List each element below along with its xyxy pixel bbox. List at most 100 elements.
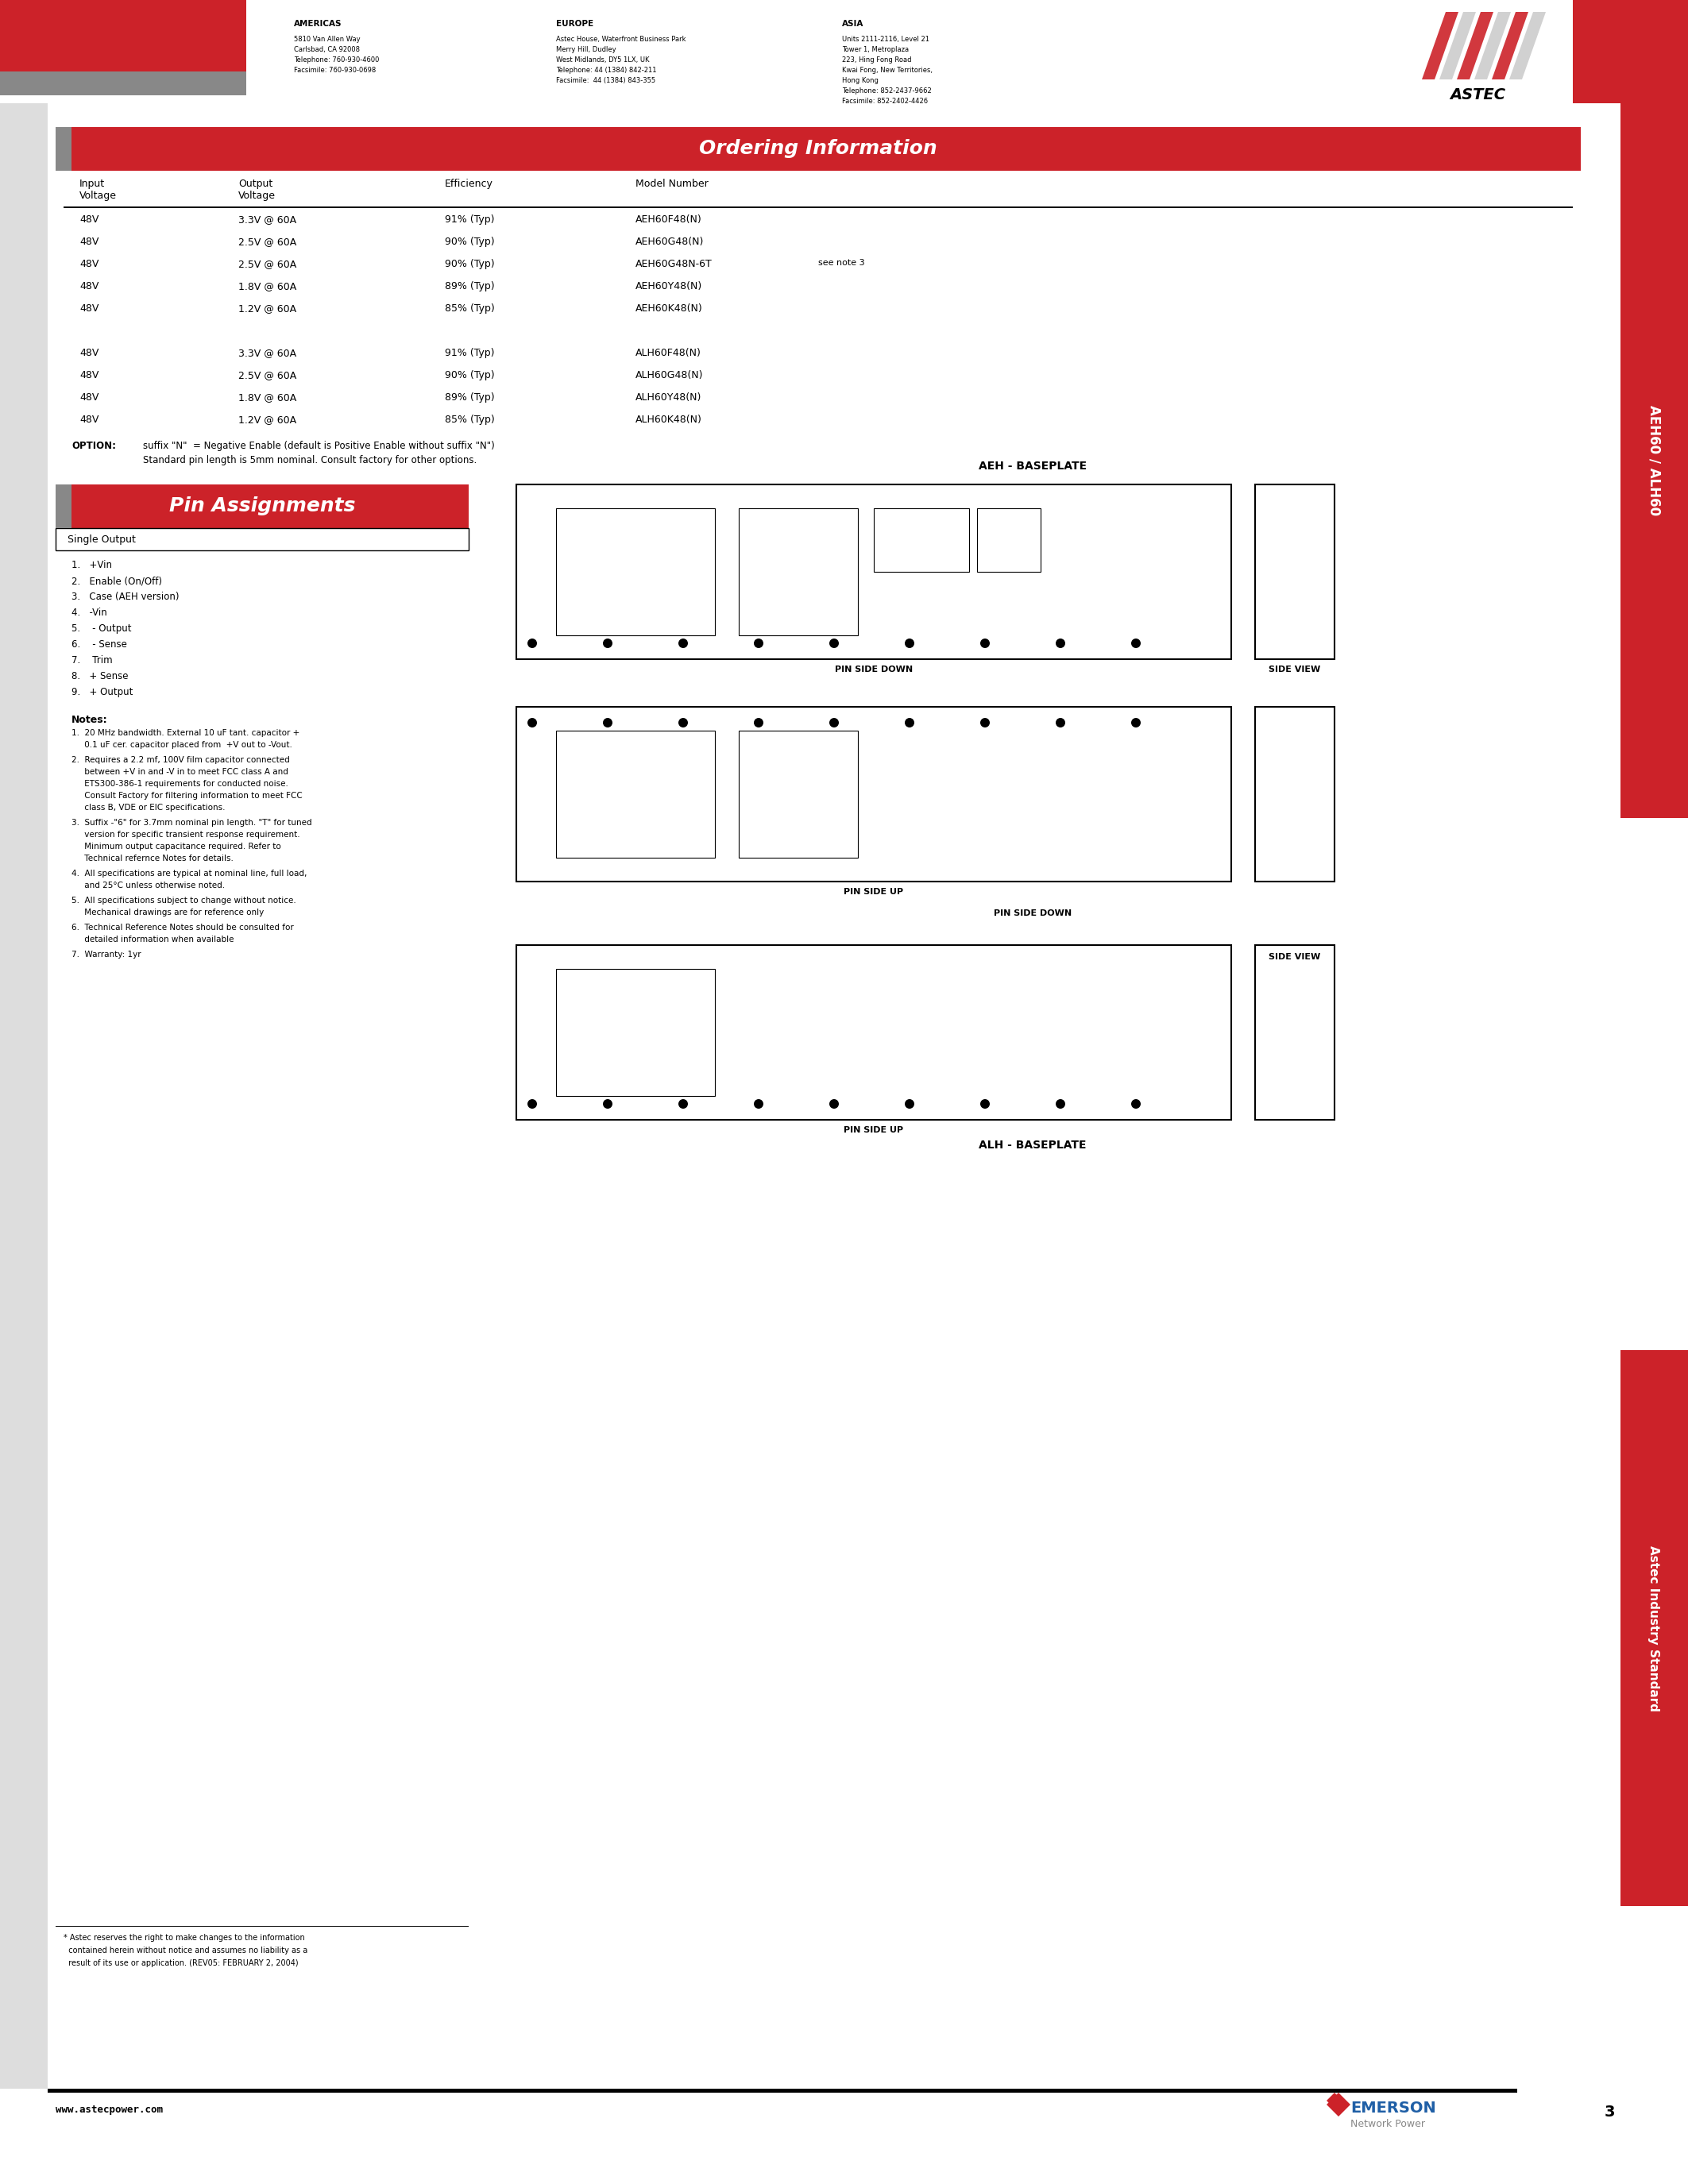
Bar bbox=[56, 127, 1580, 170]
Text: AEH60F48(N): AEH60F48(N) bbox=[635, 214, 702, 225]
Text: Network Power: Network Power bbox=[1350, 2118, 1425, 2129]
Text: Input
Voltage: Input Voltage bbox=[79, 179, 116, 201]
Text: Facsimile: 760-930-0698: Facsimile: 760-930-0698 bbox=[294, 68, 376, 74]
Bar bbox=[555, 509, 716, 636]
Text: 6.    - Sense: 6. - Sense bbox=[71, 640, 127, 649]
Bar bbox=[47, 2088, 1518, 2092]
Text: PIN SIDE UP: PIN SIDE UP bbox=[844, 1127, 903, 1133]
Text: 6.  Technical Reference Notes should be consulted for: 6. Technical Reference Notes should be c… bbox=[71, 924, 294, 933]
Circle shape bbox=[1055, 1099, 1065, 1109]
Text: Merry Hill, Dudley: Merry Hill, Dudley bbox=[555, 46, 616, 52]
Polygon shape bbox=[1509, 11, 1546, 79]
Text: * Astec reserves the right to make changes to the information: * Astec reserves the right to make chang… bbox=[64, 1933, 306, 1942]
Text: 1.8V @ 60A: 1.8V @ 60A bbox=[238, 282, 297, 290]
Bar bbox=[977, 509, 1040, 572]
Bar bbox=[56, 529, 469, 550]
Circle shape bbox=[981, 719, 989, 727]
Text: 7.  Warranty: 1yr: 7. Warranty: 1yr bbox=[71, 950, 142, 959]
Text: 91% (Typ): 91% (Typ) bbox=[446, 214, 495, 225]
Polygon shape bbox=[1327, 2092, 1350, 2116]
Polygon shape bbox=[1327, 2092, 1342, 2108]
Polygon shape bbox=[1457, 11, 1494, 79]
Text: 3.3V @ 60A: 3.3V @ 60A bbox=[238, 214, 297, 225]
Bar bbox=[56, 485, 469, 529]
Text: EUROPE: EUROPE bbox=[555, 20, 594, 28]
Text: Output
Voltage: Output Voltage bbox=[238, 179, 275, 201]
Text: 9.   + Output: 9. + Output bbox=[71, 688, 133, 697]
Text: between +V in and -V in to meet FCC class A and: between +V in and -V in to meet FCC clas… bbox=[71, 769, 289, 775]
Polygon shape bbox=[1474, 11, 1511, 79]
Circle shape bbox=[603, 719, 613, 727]
Bar bbox=[555, 970, 716, 1096]
Text: ETS300-386-1 requirements for conducted noise.: ETS300-386-1 requirements for conducted … bbox=[71, 780, 289, 788]
Text: 4.   -Vin: 4. -Vin bbox=[71, 607, 106, 618]
Text: www.astecpower.com: www.astecpower.com bbox=[56, 2105, 162, 2114]
Bar bbox=[1620, 1350, 1688, 1907]
Text: Carlsbad, CA 92008: Carlsbad, CA 92008 bbox=[294, 46, 360, 52]
Text: ALH60Y48(N): ALH60Y48(N) bbox=[635, 393, 702, 402]
Text: AEH60G48N-6T: AEH60G48N-6T bbox=[635, 260, 712, 269]
Text: 3.  Suffix -"6" for 3.7mm nominal pin length. "T" for tuned: 3. Suffix -"6" for 3.7mm nominal pin len… bbox=[71, 819, 312, 828]
Bar bbox=[1256, 485, 1335, 660]
Text: Hong Kong: Hong Kong bbox=[842, 76, 878, 85]
Text: West Midlands, DY5 1LX, UK: West Midlands, DY5 1LX, UK bbox=[555, 57, 650, 63]
Text: 2.5V @ 60A: 2.5V @ 60A bbox=[238, 369, 297, 380]
Text: suffix "N"  = Negative Enable (default is Positive Enable without suffix "N"): suffix "N" = Negative Enable (default is… bbox=[143, 441, 495, 452]
Text: ALH60K48(N): ALH60K48(N) bbox=[635, 415, 702, 426]
Text: 2.5V @ 60A: 2.5V @ 60A bbox=[238, 236, 297, 247]
Text: 3.   Case (AEH version): 3. Case (AEH version) bbox=[71, 592, 179, 603]
Text: AMERICAS: AMERICAS bbox=[294, 20, 343, 28]
Circle shape bbox=[905, 719, 915, 727]
Text: Minimum output capacitance required. Refer to: Minimum output capacitance required. Ref… bbox=[71, 843, 280, 850]
Circle shape bbox=[1055, 638, 1065, 649]
Text: 2.5V @ 60A: 2.5V @ 60A bbox=[238, 260, 297, 269]
Text: PIN SIDE DOWN: PIN SIDE DOWN bbox=[836, 666, 913, 673]
Circle shape bbox=[755, 719, 763, 727]
Polygon shape bbox=[1492, 11, 1528, 79]
Text: 3.3V @ 60A: 3.3V @ 60A bbox=[238, 347, 297, 358]
Circle shape bbox=[905, 638, 915, 649]
Text: and 25°C unless otherwise noted.: and 25°C unless otherwise noted. bbox=[71, 882, 225, 889]
Text: Consult Factory for filtering information to meet FCC: Consult Factory for filtering informatio… bbox=[71, 793, 302, 799]
Text: 5.    - Output: 5. - Output bbox=[71, 622, 132, 633]
Text: AEH60 / ALH60: AEH60 / ALH60 bbox=[1647, 406, 1661, 515]
Text: 2.   Enable (On/Off): 2. Enable (On/Off) bbox=[71, 577, 162, 585]
Text: 4.  All specifications are typical at nominal line, full load,: 4. All specifications are typical at nom… bbox=[71, 869, 307, 878]
Text: 1.2V @ 60A: 1.2V @ 60A bbox=[238, 304, 297, 314]
Text: 90% (Typ): 90% (Typ) bbox=[446, 236, 495, 247]
Text: 48V: 48V bbox=[79, 347, 100, 358]
Text: 1.2V @ 60A: 1.2V @ 60A bbox=[238, 415, 297, 426]
Bar bbox=[56, 127, 71, 170]
Text: 48V: 48V bbox=[79, 214, 100, 225]
Text: 48V: 48V bbox=[79, 260, 100, 269]
Text: 90% (Typ): 90% (Typ) bbox=[446, 260, 495, 269]
Bar bbox=[56, 485, 71, 529]
Text: 1.8V @ 60A: 1.8V @ 60A bbox=[238, 393, 297, 402]
Circle shape bbox=[1055, 719, 1065, 727]
Text: Telephone: 852-2437-9662: Telephone: 852-2437-9662 bbox=[842, 87, 932, 94]
Text: 5.  All specifications subject to change without notice.: 5. All specifications subject to change … bbox=[71, 898, 295, 904]
Text: Model Number: Model Number bbox=[635, 179, 709, 190]
Text: Single Output: Single Output bbox=[68, 535, 135, 544]
Text: Notes:: Notes: bbox=[71, 714, 108, 725]
Text: ALH - BASEPLATE: ALH - BASEPLATE bbox=[979, 1140, 1087, 1151]
Text: Efficiency: Efficiency bbox=[446, 179, 493, 190]
Polygon shape bbox=[1421, 11, 1458, 79]
Text: 89% (Typ): 89% (Typ) bbox=[446, 393, 495, 402]
Text: AEH60G48(N): AEH60G48(N) bbox=[635, 236, 704, 247]
Text: Technical refernce Notes for details.: Technical refernce Notes for details. bbox=[71, 854, 233, 863]
Text: result of its use or application. (REV05: FEBRUARY 2, 2004): result of its use or application. (REV05… bbox=[64, 1959, 299, 1968]
Circle shape bbox=[829, 638, 839, 649]
Bar bbox=[0, 103, 47, 2088]
Text: 1.   +Vin: 1. +Vin bbox=[71, 559, 111, 570]
Circle shape bbox=[527, 1099, 537, 1109]
Text: 48V: 48V bbox=[79, 393, 100, 402]
Text: Mechanical drawings are for reference only: Mechanical drawings are for reference on… bbox=[71, 909, 263, 917]
Text: AEH60K48(N): AEH60K48(N) bbox=[635, 304, 702, 314]
Circle shape bbox=[1131, 638, 1141, 649]
Circle shape bbox=[527, 719, 537, 727]
Bar bbox=[739, 509, 858, 636]
Text: Telephone: 760-930-4600: Telephone: 760-930-4600 bbox=[294, 57, 380, 63]
Circle shape bbox=[603, 1099, 613, 1109]
Text: contained herein without notice and assumes no liability as a: contained herein without notice and assu… bbox=[64, 1946, 307, 1955]
